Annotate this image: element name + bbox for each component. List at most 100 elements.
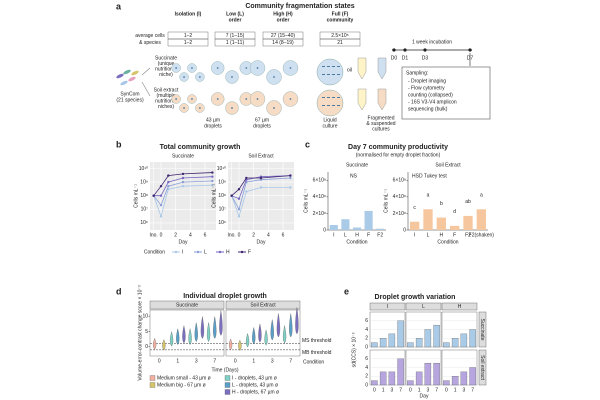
x-tick-label: 3 [271,358,274,364]
bar [397,320,404,348]
data-point [289,176,292,180]
y-tick-label: 10⁸ [140,193,148,199]
data-point [211,175,214,178]
x-tick-label: 1 [252,358,255,364]
x-tick-label: 1 [418,387,421,393]
x-tick-label: L [344,232,347,238]
bar [469,367,476,386]
violin [219,310,223,336]
y-axis-label: Cells mL⁻¹ [383,189,389,213]
x-tick-label: 7 [435,387,438,393]
x-axis-label: Condition [437,239,458,245]
legend-label: Medium big - 67 µm ø [157,382,206,388]
legend-swatch [149,382,156,388]
facet-strip [405,302,442,311]
x-tick-label: 3 [195,358,198,364]
data-point [211,179,214,183]
bar [371,342,378,348]
data-point [259,178,263,181]
y-tick-label: 6 [365,318,368,324]
x-tick-label: 4 [267,232,270,238]
fragmented-label: & suspended [366,121,395,127]
facet-title: Soil Extract [435,162,461,168]
data-point [237,208,241,211]
y-tick-label: 6 [365,356,368,362]
illustration [141,67,151,97]
x-tick-label: 1 [382,387,385,393]
panel-letter: b [116,139,122,149]
table-cell: 1 (1–11) [226,40,245,46]
illustration [332,74,335,75]
plot-area [228,162,294,230]
illustration [337,97,340,98]
legend-label: L - droplets, 43 µm ø [232,382,278,388]
panel-title: Day 7 community productivity [348,144,448,151]
bar [451,338,459,348]
illustration [322,97,325,98]
illustration [401,66,491,120]
significance-letter: ab [465,199,471,205]
facet-strip [225,300,301,310]
data-point [167,184,170,188]
panel-letter: a [116,1,122,11]
x-tick-label: 3 [390,387,393,393]
x-tick-label: I [333,232,334,238]
y-tick-label: 2×10⁸ [393,211,406,217]
droplet-size: droplets [204,123,222,129]
bar [388,371,396,386]
column-header: order [229,17,242,23]
syncom-label: (21 species) [116,97,144,103]
data-point [159,215,163,218]
bar [460,371,468,386]
illustration [120,80,128,86]
y-tick-label: 10⁶ [218,220,226,226]
data-point [181,184,185,188]
illustration [231,76,233,78]
data-point [230,194,233,197]
medium-label: nutritional [155,66,177,72]
violin [258,323,262,343]
x-tick-label: I [414,232,415,238]
illustration [191,67,193,69]
illustration [245,67,248,69]
bar [352,227,362,230]
medium-label: Succinate [155,55,177,61]
violin [182,325,186,344]
illustration [332,66,335,67]
bar [379,371,387,386]
x-tick-label: 4 [189,232,192,238]
x-tick-label: H [355,232,359,238]
fragmented-label: cultures [372,126,390,132]
bar [443,380,450,386]
x-tick-label: 1 [176,358,179,364]
illustration [198,107,201,109]
illustration [183,107,185,109]
violin [238,339,242,351]
x-tick-label: 0 [445,387,448,393]
facet-title: Soil Extract [248,153,274,159]
y-tick-label: 10⁸ [218,193,226,199]
legend-swatch [224,375,231,381]
x-tick-label: F2(shaken) [469,232,495,238]
y-axis-label: Cells mL⁻¹ [211,184,217,208]
column-strip: L [422,304,425,310]
y-tick-label: 10¹⁰ [217,166,226,172]
violin [264,329,268,346]
violin [282,325,287,344]
bar [476,209,486,230]
illustration [231,107,233,109]
data-point [159,203,163,207]
facet-title: Succinate [346,162,368,168]
illustration [327,66,330,67]
row-strip: Succinate [479,319,485,341]
droplet-size: 67 µm [255,117,269,123]
x-tick-label: Ino. [227,232,235,238]
column-strip: I [387,304,388,310]
facet-strip [441,302,478,311]
illustration [377,88,387,111]
data-point [211,171,214,174]
annotation: NS [350,173,358,179]
illustration [256,98,259,100]
violin [252,327,256,345]
y-tick-label: 4×10⁸ [393,194,406,200]
